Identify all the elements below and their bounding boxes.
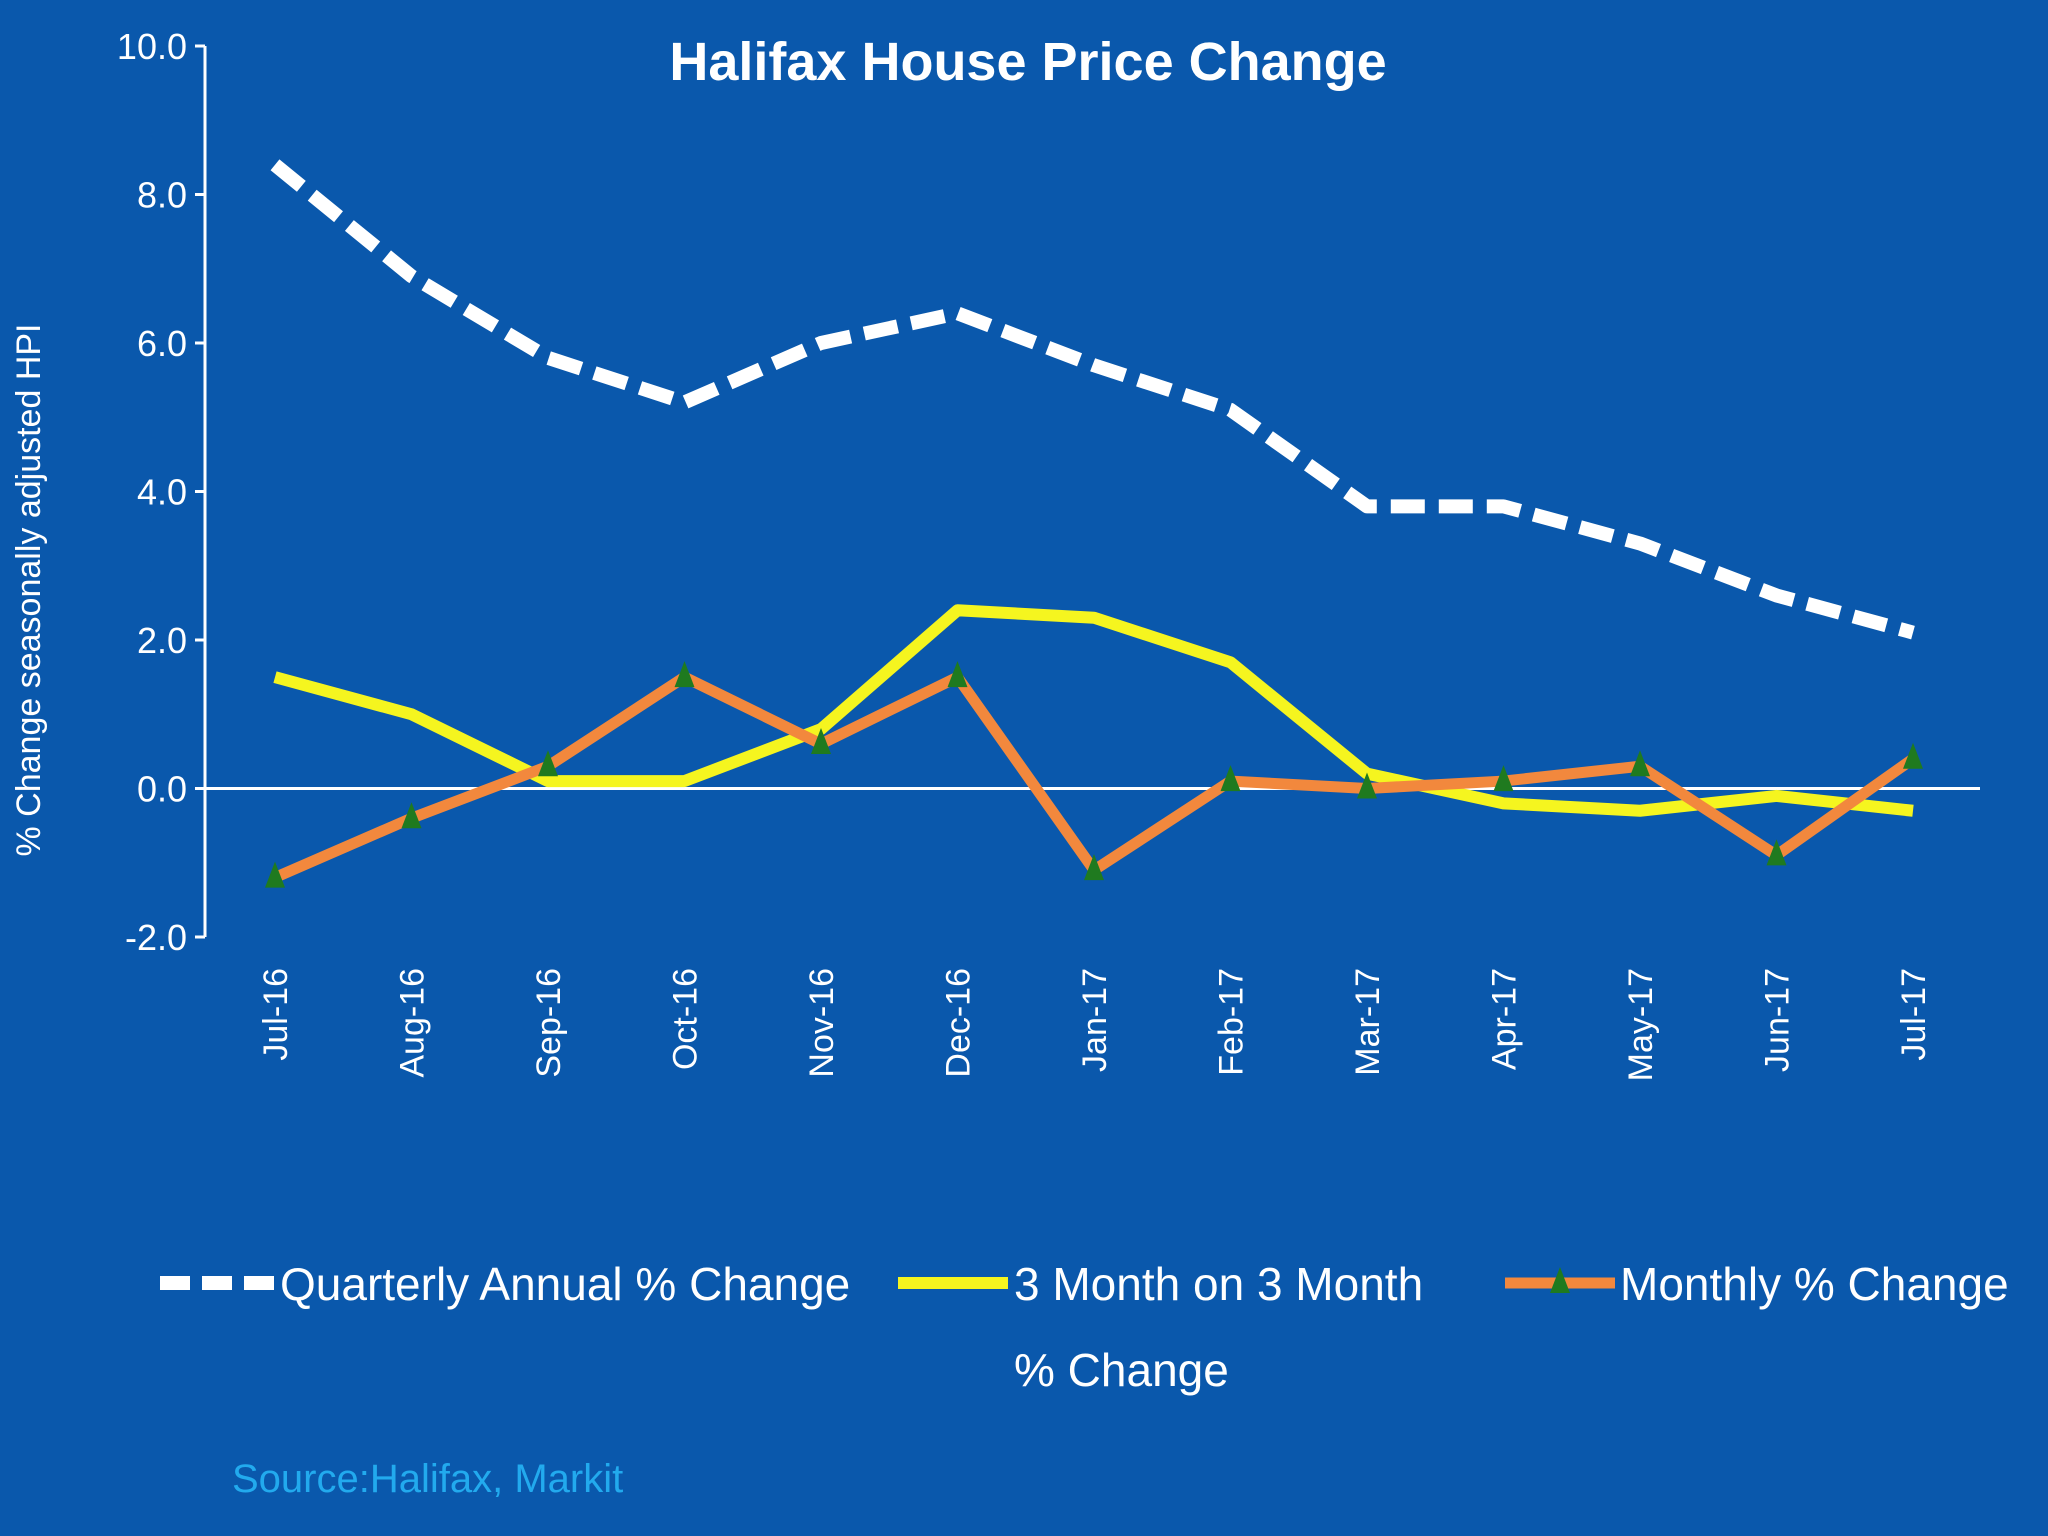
monthly-marker (1084, 854, 1104, 881)
y-tick-label: 8.0 (137, 175, 187, 216)
x-tick-label: Sep-16 (530, 968, 568, 1078)
y-tick-labels: 10.0 8.0 6.0 4.0 2.0 0.0 -2.0 (117, 26, 205, 958)
x-tick-label: Feb-17 (1213, 968, 1251, 1076)
monthly-marker (1220, 765, 1241, 792)
x-tick-label: Mar-17 (1349, 968, 1387, 1076)
chart-title: Halifax House Price Change (669, 32, 1386, 92)
monthly-marker (674, 661, 695, 688)
legend-label-monthly: Monthly % Change (1620, 1258, 2009, 1310)
x-tick-label: Jul-16 (257, 968, 295, 1061)
monthly-marker (538, 750, 558, 777)
x-tick-label: Nov-16 (803, 968, 841, 1078)
x-tick-label: Dec-16 (940, 968, 978, 1078)
x-tick-label: May-17 (1622, 968, 1660, 1081)
x-tick-label: Jul-17 (1895, 968, 1933, 1061)
monthly-marker (265, 861, 285, 888)
x-tick-label: Aug-16 (394, 968, 432, 1078)
monthly-marker (947, 661, 968, 688)
x-tick-label: Jun-17 (1759, 968, 1797, 1072)
monthly-marker (401, 802, 422, 829)
legend-label-quarterly-annual: Quarterly Annual % Change (280, 1258, 850, 1310)
monthly-marker (1357, 772, 1377, 799)
monthly-marker (1630, 750, 1650, 777)
series-line-quarterly_annual (270, 159, 1915, 640)
series-line-three_month (273, 604, 1914, 817)
y-axis-label: % Change seasonally adjusted HPI (10, 324, 48, 857)
y-tick-label: 4.0 (137, 472, 187, 513)
x-tick-label: Oct-16 (667, 968, 705, 1070)
monthly-marker (1493, 765, 1514, 792)
legend-label-three-month-line-2: % Change (1014, 1344, 1229, 1396)
y-tick-label: -2.0 (125, 917, 187, 958)
y-tick-label: 0.0 (137, 769, 187, 810)
monthly-marker (1766, 839, 1787, 866)
series-layer (265, 159, 1923, 888)
x-tick-label: Jan-17 (1076, 968, 1114, 1072)
legend: Quarterly Annual % Change 3 Month on 3 Mo… (160, 1258, 2009, 1396)
x-tick-labels: Jul-16 Aug-16 Sep-16 Oct-16 Nov-16 Dec-16 Jan-… (257, 968, 1933, 1081)
monthly-marker (811, 727, 831, 754)
monthly-marker (1903, 742, 1923, 769)
x-tick-label: Apr-17 (1486, 968, 1524, 1070)
legend-label-three-month-line-1: 3 Month on 3 Month (1014, 1258, 1423, 1310)
legend-marker-monthly (1550, 1267, 1570, 1293)
y-tick-label: 2.0 (137, 620, 187, 661)
y-tick-label: 6.0 (137, 323, 187, 364)
y-tick-label: 10.0 (117, 26, 187, 67)
source-note: Source:Halifax, Markit (232, 1457, 623, 1501)
